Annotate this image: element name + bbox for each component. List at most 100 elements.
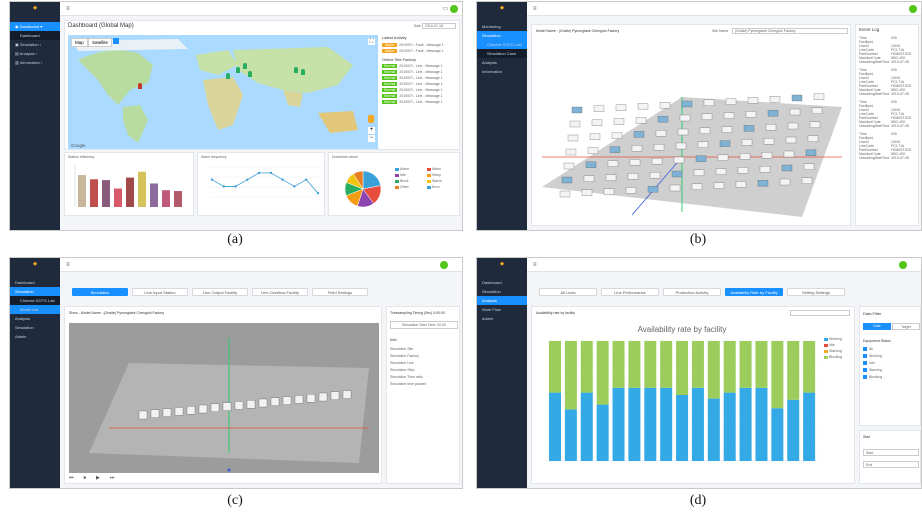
play-icon[interactable]: ▶: [96, 475, 100, 481]
log-key: PartNumber: [859, 84, 878, 88]
checkbox-icon[interactable]: [863, 375, 867, 380]
sidebar-item-simulation[interactable]: ▣ Simulation ›: [15, 42, 42, 47]
sidebar-item-information[interactable]: ▥ Information ›: [15, 60, 43, 65]
tab-3[interactable]: Line Overflow Facility: [252, 288, 308, 296]
map-pin-icon[interactable]: [243, 63, 247, 69]
sidebar-item-analysis[interactable]: Analysis: [477, 296, 527, 305]
event-row[interactable]: Alarm 2019/07/.. Fault - Message 1: [382, 43, 458, 47]
factory-text: 2019/07/.. Line - Message 1: [399, 76, 443, 80]
map-pin-icon[interactable]: [236, 67, 240, 73]
sidebar-item-admin[interactable]: Admin: [15, 334, 27, 339]
user-avatar[interactable]: [899, 261, 907, 269]
menu-icon[interactable]: ≡: [66, 6, 70, 12]
map-marker-icon[interactable]: [113, 38, 119, 44]
tab-0[interactable]: All Lines: [539, 288, 597, 296]
sidebar-item-monitoring[interactable]: Monitoring: [482, 24, 501, 29]
site-select[interactable]: (Onsite) Pyeongtaek Chengdui Factory: [732, 28, 848, 34]
machine: [813, 93, 825, 100]
map-pin-icon[interactable]: [301, 69, 305, 75]
user-avatar[interactable]: [909, 5, 917, 13]
sidebar-item-admin[interactable]: Admin: [482, 316, 494, 321]
map-pin-icon[interactable]: [294, 67, 298, 73]
checkbox-icon[interactable]: [863, 354, 867, 359]
log-key: UnloadingStartTime: [859, 124, 889, 128]
sidebar-item-analysis[interactable]: ▤ Analysis ›: [15, 51, 38, 56]
filter-target-button[interactable]: Target: [892, 323, 920, 330]
menu-icon[interactable]: ≡: [533, 6, 537, 12]
map-pin-icon[interactable]: [226, 73, 230, 79]
factory-row[interactable]: Normal 2019/07/.. Line - Message 1: [382, 64, 458, 68]
factory-row[interactable]: Normal 2019/07/.. Line - Message 1: [382, 88, 458, 92]
fullscreen-icon[interactable]: ⛶: [368, 38, 375, 45]
sidebar-item-workflow[interactable]: Work Flow: [482, 307, 501, 312]
rewind-icon[interactable]: ⏮: [69, 475, 74, 481]
sidebar-item-simulation[interactable]: Simulation: [482, 289, 501, 294]
stop-icon[interactable]: ⏹: [83, 475, 87, 481]
checkbox-icon[interactable]: [863, 368, 867, 373]
monitor-icon[interactable]: ▭: [442, 6, 448, 12]
filter-date-button[interactable]: Date: [863, 323, 891, 330]
log-row: LineId 10001: [859, 140, 915, 144]
factory-row[interactable]: Normal 2019/07/.. Line - Message 1: [382, 100, 458, 104]
world-map[interactable]: Map Satellite ⛶ + − Google: [68, 35, 378, 149]
sidebar-item-model-list[interactable]: Model List: [10, 305, 60, 314]
factory-row[interactable]: Normal 2019/07/.. Line - Message 1: [382, 82, 458, 86]
zoom-out-icon[interactable]: −: [368, 135, 375, 142]
sidebar-item-dashboard[interactable]: ◉ Dashboard ▾: [10, 22, 60, 31]
machine: [649, 172, 661, 179]
map-pin-icon[interactable]: [138, 83, 142, 89]
tab-2[interactable]: Line Output Facility: [192, 288, 248, 296]
sidebar-item-case[interactable]: Simulation Case: [477, 49, 527, 58]
pegman-icon[interactable]: [368, 115, 374, 123]
start-input[interactable]: Start: [863, 449, 919, 456]
checkbox-icon[interactable]: [863, 361, 867, 366]
sidebar-item-dashboard-sub[interactable]: Dashboard: [10, 31, 60, 40]
tab-4[interactable]: Setting Settings: [787, 288, 845, 296]
sidebar-item-simulation-2[interactable]: Simulation: [15, 325, 34, 330]
tab-1[interactable]: Line Input Station: [132, 288, 188, 296]
user-avatar[interactable]: [440, 261, 448, 269]
zoom-in-icon[interactable]: +: [368, 127, 375, 134]
sidebar-item-dashboard[interactable]: Dashboard: [482, 280, 502, 285]
sidebar-item-simulation[interactable]: Simulation: [10, 287, 60, 296]
date-range-input[interactable]: [790, 310, 850, 316]
checkbox-item[interactable]: Blocking: [863, 375, 882, 380]
end-input[interactable]: End: [863, 461, 919, 468]
checkbox-item[interactable]: Starving: [863, 368, 882, 373]
checkbox-icon[interactable]: [863, 347, 867, 352]
menu-icon[interactable]: ≡: [66, 262, 70, 268]
map-type-map[interactable]: Map: [71, 38, 88, 47]
checkbox-item[interactable]: Working: [863, 354, 882, 359]
map-type-satellite[interactable]: Satellite: [88, 38, 113, 47]
checkbox-item[interactable]: All: [863, 347, 882, 352]
checkbox-item[interactable]: Idle: [863, 361, 882, 366]
sidebar-item-analysis[interactable]: Analysis: [15, 316, 30, 321]
event-row[interactable]: Alarm 2019/07/.. Fault - Message 1: [382, 49, 458, 53]
sidebar-item-lab[interactable]: Chinese SCFG Lab: [10, 296, 60, 305]
factory-row[interactable]: Normal 2019/07/.. Line - Message 1: [382, 70, 458, 74]
tab-1[interactable]: Line Performance: [601, 288, 659, 296]
date-input[interactable]: 2019-07-18: [422, 23, 456, 29]
tab-2[interactable]: Production Activity: [663, 288, 721, 296]
machine: [761, 152, 773, 159]
simulation-3d-view[interactable]: [69, 323, 379, 473]
sidebar-item-lab[interactable]: Chinese SCFG Lab: [477, 40, 527, 49]
factory-3d-view[interactable]: [532, 37, 850, 225]
sidebar-item-analysis[interactable]: Analysis: [482, 60, 497, 65]
tab-0[interactable]: Simulation: [72, 288, 128, 296]
sidebar-item-dashboard[interactable]: Dashboard: [15, 280, 35, 285]
tab-4[interactable]: Field Settings: [312, 288, 368, 296]
menu-icon[interactable]: ≡: [533, 262, 537, 268]
log-value: HSW/STG03: [891, 84, 912, 88]
factory-row[interactable]: Normal 2019/07/.. Line - Message 1: [382, 94, 458, 98]
sidebar-item-simulation[interactable]: Simulation: [477, 31, 527, 40]
tab-3[interactable]: Availability Rate by Facility: [725, 288, 783, 296]
panel-c: ◆ Dashboard Simulation Chinese SCFG Lab …: [9, 257, 463, 489]
forward-icon[interactable]: ⏭: [109, 475, 115, 481]
sidebar-item-information[interactable]: Information: [482, 69, 503, 74]
start-time-button[interactable]: Simulation Start Time: 00:00: [390, 321, 458, 329]
machine: [657, 116, 669, 123]
factory-row[interactable]: Normal 2019/07/.. Line - Message 1: [382, 76, 458, 80]
map-pin-icon[interactable]: [248, 71, 252, 77]
user-avatar[interactable]: [450, 5, 458, 13]
